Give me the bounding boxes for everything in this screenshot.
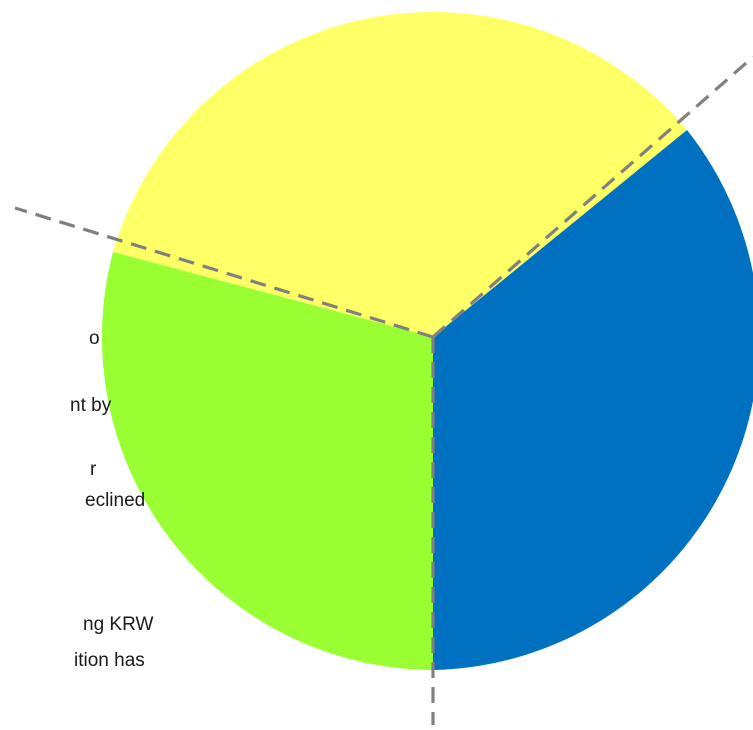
text-fragment-1: o [89,328,100,349]
text-fragment-4: eclined [85,490,146,511]
text-fragment-2: nt by [70,395,112,416]
divider-line-left [14,206,434,339]
segment-yellow [113,12,687,338]
text-fragment-5: ng KRW [83,614,154,635]
segment-green [101,252,433,670]
divider-line-upper-right [431,55,753,339]
text-fragment-6: ition has [74,650,145,671]
text-fragment-3: r [90,459,97,480]
segment-blue [433,130,753,670]
